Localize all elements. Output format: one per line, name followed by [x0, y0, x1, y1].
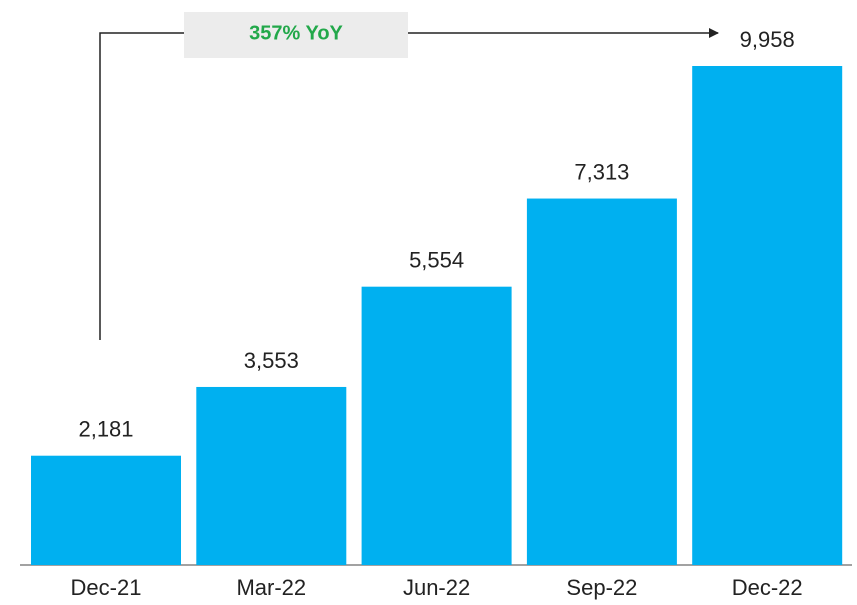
x-tick-label: Sep-22	[566, 575, 637, 600]
data-label: 2,181	[78, 417, 133, 442]
x-tick-label: Mar-22	[236, 575, 306, 600]
data-label: 9,958	[740, 27, 795, 52]
bar	[526, 198, 677, 565]
bar	[692, 66, 843, 565]
x-tick-label: Dec-21	[71, 575, 142, 600]
bar	[196, 386, 347, 565]
data-label: 7,313	[574, 159, 629, 184]
bar	[31, 455, 181, 565]
annotation-box	[184, 12, 408, 58]
data-label: 3,553	[244, 348, 299, 373]
annotation: 357% YoY	[249, 22, 343, 44]
data-label: 5,554	[409, 247, 464, 272]
x-tick-label: Jun-22	[403, 575, 470, 600]
x-tick-label: Dec-22	[732, 575, 803, 600]
bar	[361, 286, 512, 565]
annotation-line	[99, 32, 184, 340]
